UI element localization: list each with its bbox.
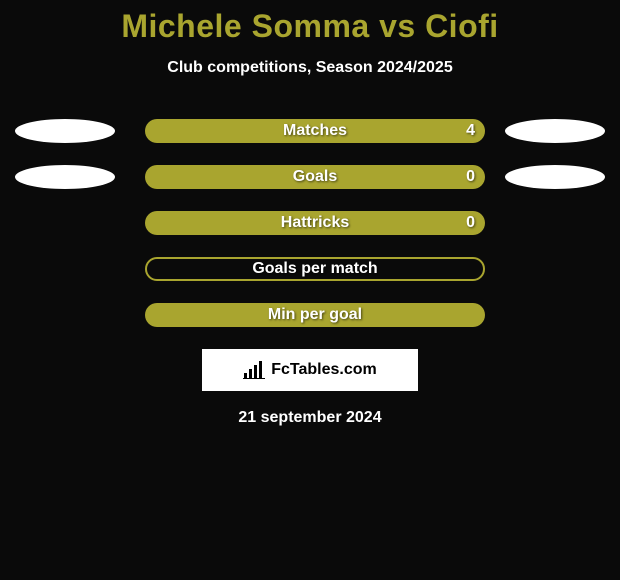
- stat-label: Min per goal: [268, 306, 362, 324]
- stat-value: 0: [466, 168, 475, 186]
- stat-bar: Hattricks 0: [145, 211, 485, 235]
- stat-row: Matches 4: [0, 119, 620, 143]
- stat-bar: Goals per match: [145, 257, 485, 281]
- bar-chart-icon: [243, 361, 265, 379]
- right-ellipse: [505, 165, 605, 189]
- left-ellipse: [15, 165, 115, 189]
- page-title: Michele Somma vs Ciofi: [0, 8, 620, 45]
- stat-bar: Min per goal: [145, 303, 485, 327]
- stat-label: Goals: [293, 168, 337, 186]
- stat-row: Hattricks 0: [0, 211, 620, 235]
- stat-row: Goals 0: [0, 165, 620, 189]
- stat-row: Min per goal: [0, 303, 620, 327]
- comparison-infographic: Michele Somma vs Ciofi Club competitions…: [0, 0, 620, 427]
- left-ellipse: [15, 119, 115, 143]
- stat-bar: Matches 4: [145, 119, 485, 143]
- stat-bar: Goals 0: [145, 165, 485, 189]
- right-ellipse: [505, 119, 605, 143]
- stat-label: Goals per match: [252, 260, 377, 278]
- stat-label: Matches: [283, 122, 347, 140]
- stat-value: 4: [466, 122, 475, 140]
- page-subtitle: Club competitions, Season 2024/2025: [0, 59, 620, 77]
- brand-badge: FcTables.com: [202, 349, 418, 391]
- stat-row: Goals per match: [0, 257, 620, 281]
- date-label: 21 september 2024: [0, 409, 620, 427]
- stat-value: 0: [466, 214, 475, 232]
- stat-label: Hattricks: [281, 214, 349, 232]
- brand-text: FcTables.com: [271, 361, 377, 379]
